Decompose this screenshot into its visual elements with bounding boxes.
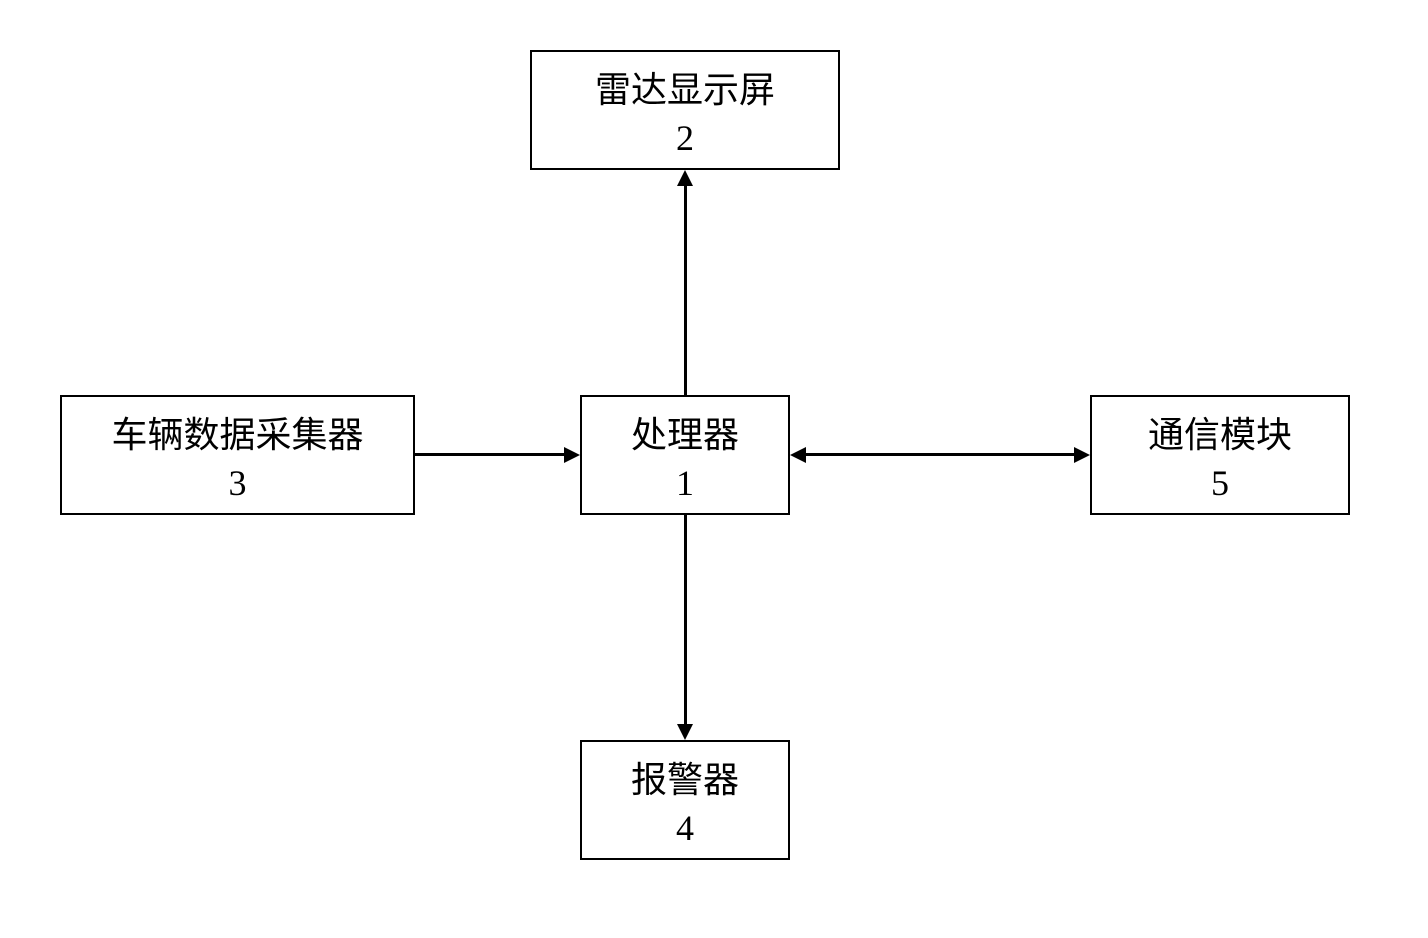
node-processor-label: 处理器 [631, 406, 739, 458]
node-alarm: 报警器 4 [580, 740, 790, 860]
node-communication-module-number: 5 [1211, 462, 1229, 504]
edge-processor-to-alarm-head [677, 724, 693, 740]
node-vehicle-data-collector: 车辆数据采集器 3 [60, 395, 415, 515]
edge-processor-to-display-head [677, 170, 693, 186]
node-alarm-label: 报警器 [631, 751, 739, 803]
node-communication-module-label: 通信模块 [1148, 406, 1292, 458]
node-processor: 处理器 1 [580, 395, 790, 515]
edge-processor-comm-line [806, 453, 1074, 456]
block-diagram: 雷达显示屏 2 处理器 1 车辆数据采集器 3 报警器 4 通信模块 5 [0, 0, 1428, 938]
node-radar-display: 雷达显示屏 2 [530, 50, 840, 170]
node-vehicle-data-collector-label: 车辆数据采集器 [111, 406, 363, 458]
node-communication-module: 通信模块 5 [1090, 395, 1350, 515]
edge-processor-to-alarm [684, 515, 687, 724]
edge-processor-comm-head-left [790, 447, 806, 463]
edge-processor-comm-head-right [1074, 447, 1090, 463]
node-vehicle-data-collector-number: 3 [229, 462, 247, 504]
edge-collector-to-processor [415, 453, 564, 456]
node-alarm-number: 4 [676, 807, 694, 849]
node-radar-display-number: 2 [676, 117, 694, 159]
edge-processor-to-display [684, 186, 687, 395]
node-processor-number: 1 [676, 462, 694, 504]
edge-collector-to-processor-head [564, 447, 580, 463]
node-radar-display-label: 雷达显示屏 [595, 61, 775, 113]
